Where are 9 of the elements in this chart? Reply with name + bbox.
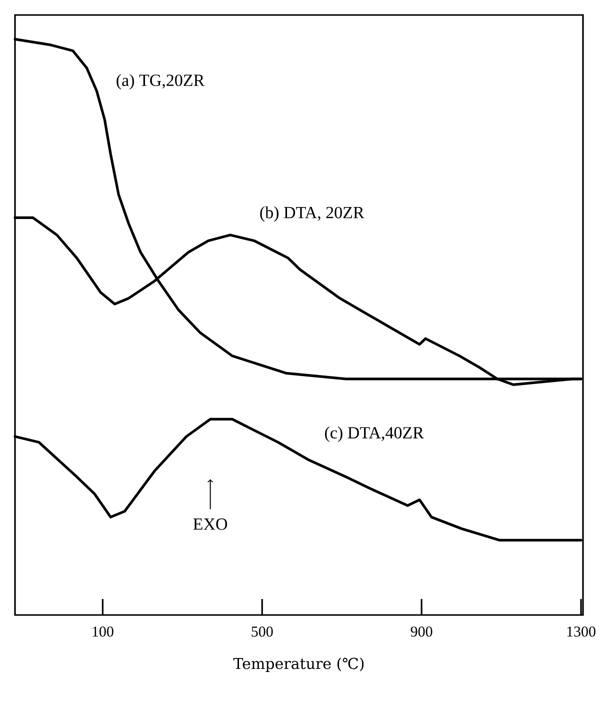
series-label: (c) DTA,40ZR: [324, 426, 424, 442]
x-axis-title: Temperature (℃): [233, 658, 364, 672]
x-tick-label: 1300: [567, 626, 596, 637]
x-tick-label: 500: [252, 626, 273, 637]
series-label: (a) TG,20ZR: [116, 74, 204, 90]
series-label: (b) DTA, 20ZR: [260, 206, 364, 222]
annotation: EXO: [193, 518, 227, 530]
x-tick-label: 900: [410, 626, 432, 637]
x-tick-label: 100: [92, 626, 114, 637]
